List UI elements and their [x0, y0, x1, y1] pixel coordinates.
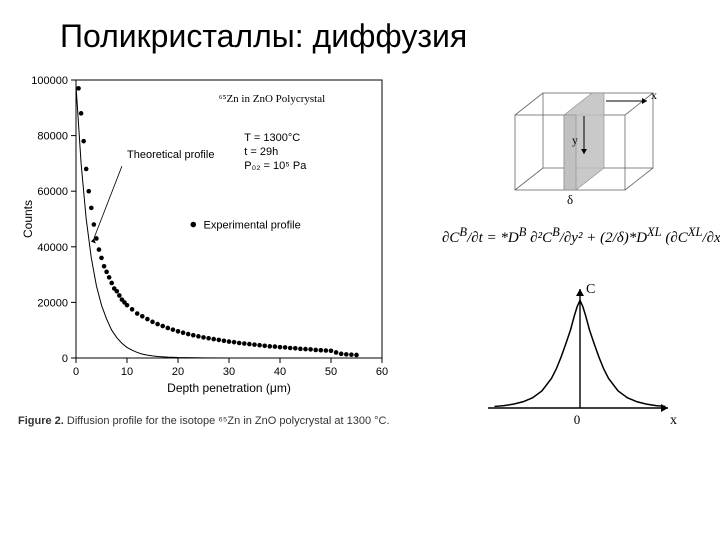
svg-text:Theoretical profile: Theoretical profile	[127, 149, 214, 161]
svg-text:0: 0	[73, 366, 79, 378]
cube-svg: x y δ	[490, 80, 670, 210]
svg-text:y: y	[572, 133, 578, 147]
page-title: Поликристаллы: диффузия	[60, 18, 467, 55]
concentration-profile: Cx 0	[480, 280, 680, 430]
cprofile-svg: Cx 0	[480, 280, 680, 430]
svg-text:80000: 80000	[37, 131, 68, 143]
svg-text:t = 29h: t = 29h	[244, 146, 278, 158]
svg-text:Counts: Counts	[21, 200, 35, 238]
svg-text:⁶⁵Zn in ZnO Polycrystal: ⁶⁵Zn in ZnO Polycrystal	[219, 93, 325, 105]
svg-text:10: 10	[121, 366, 133, 378]
svg-text:P₀₂ = 10⁵ Pa: P₀₂ = 10⁵ Pa	[244, 160, 307, 172]
chart-svg: 0 10 20 30 40 50 60 0 20000 40000 60000 80000 100000…	[18, 70, 398, 400]
svg-text:50: 50	[325, 366, 337, 378]
svg-text:x: x	[651, 88, 657, 102]
diffusion-chart: 0 10 20 30 40 50 60 0 20000 40000 60000 80000 100000…	[18, 70, 398, 400]
svg-text:Experimental profile: Experimental profile	[204, 220, 301, 232]
svg-text:x: x	[670, 413, 677, 428]
caption-body: Diffusion profile for the isotope ⁶⁵Zn i…	[64, 415, 390, 427]
svg-text:40: 40	[274, 366, 286, 378]
svg-text:30: 30	[223, 366, 235, 378]
svg-text:Depth penetration (μm): Depth penetration (μm)	[167, 381, 291, 395]
left-panel: 0 10 20 30 40 50 60 0 20000 40000 60000 80000 100000…	[18, 70, 428, 429]
svg-text:0: 0	[62, 353, 68, 365]
figure-caption: Figure 2. Diffusion profile for the isot…	[18, 414, 398, 429]
svg-text:60: 60	[376, 366, 388, 378]
svg-text:T = 1300°C: T = 1300°C	[244, 132, 300, 144]
cube-diagram: x y δ	[490, 80, 670, 210]
svg-text:100000: 100000	[31, 75, 68, 87]
svg-text:60000: 60000	[37, 186, 68, 198]
caption-prefix: Figure 2.	[18, 415, 64, 427]
right-panel: x y δ ∂CB/∂t = *DB ∂²CB/∂y² + (2/δ)*DXL (∂…	[440, 80, 710, 430]
fisher-equation: ∂CB/∂t = *DB ∂²CB/∂y² + (2/δ)*DXL (∂CXL/…	[442, 225, 710, 250]
svg-text:0: 0	[574, 412, 581, 427]
svg-text:C: C	[586, 282, 595, 297]
svg-text:20000: 20000	[37, 297, 68, 309]
svg-text:40000: 40000	[37, 242, 68, 254]
svg-text:δ: δ	[567, 192, 573, 207]
svg-text:20: 20	[172, 366, 184, 378]
